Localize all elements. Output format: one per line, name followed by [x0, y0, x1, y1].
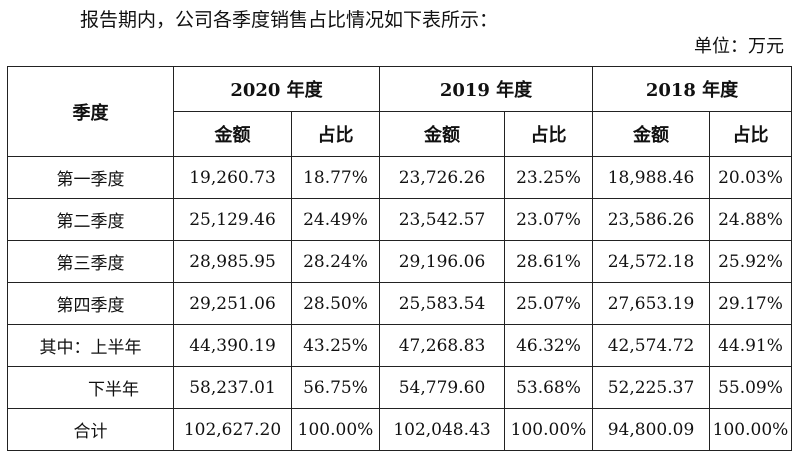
header-amount-2020: 金额 — [173, 111, 292, 157]
table-row: 其中：上半年 44,390.19 43.25% 47,268.83 46.32%… — [7, 324, 792, 367]
cell-ratio-2018: 25.92% — [709, 240, 792, 283]
cell-amount-2020: 58,237.01 — [173, 366, 292, 409]
cell-amount-2020: 29,251.06 — [173, 282, 292, 325]
cell-ratio-2020: 28.24% — [291, 240, 380, 283]
cell-amount-2020: 102,627.20 — [173, 408, 292, 451]
table-row: 第一季度 19,260.73 18.77% 23,726.26 23.25% 1… — [7, 156, 792, 199]
cell-amount-2018: 52,225.37 — [592, 366, 710, 409]
cell-amount-2020: 44,390.19 — [173, 324, 292, 367]
cell-amount-2020: 28,985.95 — [173, 240, 292, 283]
cell-ratio-2020: 56.75% — [291, 366, 380, 409]
cell-ratio-2019: 53.68% — [504, 366, 593, 409]
cell-ratio-2019: 23.07% — [504, 198, 593, 241]
cell-amount-2019: 54,779.60 — [379, 366, 505, 409]
header-ratio-2020: 占比 — [291, 111, 380, 157]
table-row: 第三季度 28,985.95 28.24% 29,196.06 28.61% 2… — [7, 240, 792, 283]
cell-ratio-2018: 20.03% — [709, 156, 792, 199]
row-label: 第三季度 — [7, 240, 174, 283]
cell-ratio-2020: 43.25% — [291, 324, 380, 367]
table-row: 第二季度 25,129.46 24.49% 23,542.57 23.07% 2… — [7, 198, 792, 241]
row-label: 下半年 — [7, 366, 174, 409]
cell-amount-2019: 102,048.43 — [379, 408, 505, 451]
cell-amount-2019: 47,268.83 — [379, 324, 505, 367]
header-season: 季度 — [7, 66, 174, 157]
cell-ratio-2019: 25.07% — [504, 282, 593, 325]
row-label: 第一季度 — [7, 156, 174, 199]
header-year-2020: 2020 年度 — [173, 66, 380, 112]
cell-ratio-2018: 55.09% — [709, 366, 792, 409]
cell-ratio-2018: 44.91% — [709, 324, 792, 367]
cell-ratio-2020: 100.00% — [291, 408, 380, 451]
quarterly-sales-table: 季度 2020 年度 2019 年度 2018 年度 金额 占比 金额 占比 金… — [7, 66, 792, 451]
cell-amount-2019: 29,196.06 — [379, 240, 505, 283]
header-year-2019: 2019 年度 — [379, 66, 593, 112]
table-row: 下半年 58,237.01 56.75% 54,779.60 53.68% 52… — [7, 366, 792, 409]
cell-amount-2019: 25,583.54 — [379, 282, 505, 325]
row-label: 其中：上半年 — [7, 324, 174, 367]
cell-amount-2019: 23,726.26 — [379, 156, 505, 199]
row-label: 合计 — [7, 408, 174, 451]
cell-ratio-2018: 24.88% — [709, 198, 792, 241]
cell-amount-2020: 25,129.46 — [173, 198, 292, 241]
cell-amount-2018: 18,988.46 — [592, 156, 710, 199]
row-label: 第四季度 — [7, 282, 174, 325]
cell-ratio-2018: 100.00% — [709, 408, 792, 451]
header-ratio-2019: 占比 — [504, 111, 593, 157]
unit-label: 单位：万元 — [694, 36, 784, 57]
header-year-2018: 2018 年度 — [592, 66, 792, 112]
cell-ratio-2019: 46.32% — [504, 324, 593, 367]
header-amount-2018: 金额 — [592, 111, 710, 157]
cell-ratio-2020: 28.50% — [291, 282, 380, 325]
cell-amount-2018: 42,574.72 — [592, 324, 710, 367]
cell-amount-2018: 24,572.18 — [592, 240, 710, 283]
intro-text: 报告期内，公司各季度销售占比情况如下表所示： — [80, 9, 499, 31]
cell-ratio-2018: 29.17% — [709, 282, 792, 325]
cell-ratio-2020: 18.77% — [291, 156, 380, 199]
cell-amount-2020: 19,260.73 — [173, 156, 292, 199]
cell-ratio-2019: 28.61% — [504, 240, 593, 283]
header-amount-2019: 金额 — [379, 111, 505, 157]
cell-ratio-2020: 24.49% — [291, 198, 380, 241]
cell-amount-2018: 23,586.26 — [592, 198, 710, 241]
header-ratio-2018: 占比 — [709, 111, 792, 157]
cell-amount-2018: 27,653.19 — [592, 282, 710, 325]
cell-amount-2019: 23,542.57 — [379, 198, 505, 241]
table-row-total: 合计 102,627.20 100.00% 102,048.43 100.00%… — [7, 408, 792, 451]
row-label: 第二季度 — [7, 198, 174, 241]
cell-ratio-2019: 23.25% — [504, 156, 593, 199]
cell-amount-2018: 94,800.09 — [592, 408, 710, 451]
table-row: 第四季度 29,251.06 28.50% 25,583.54 25.07% 2… — [7, 282, 792, 325]
cell-ratio-2019: 100.00% — [504, 408, 593, 451]
